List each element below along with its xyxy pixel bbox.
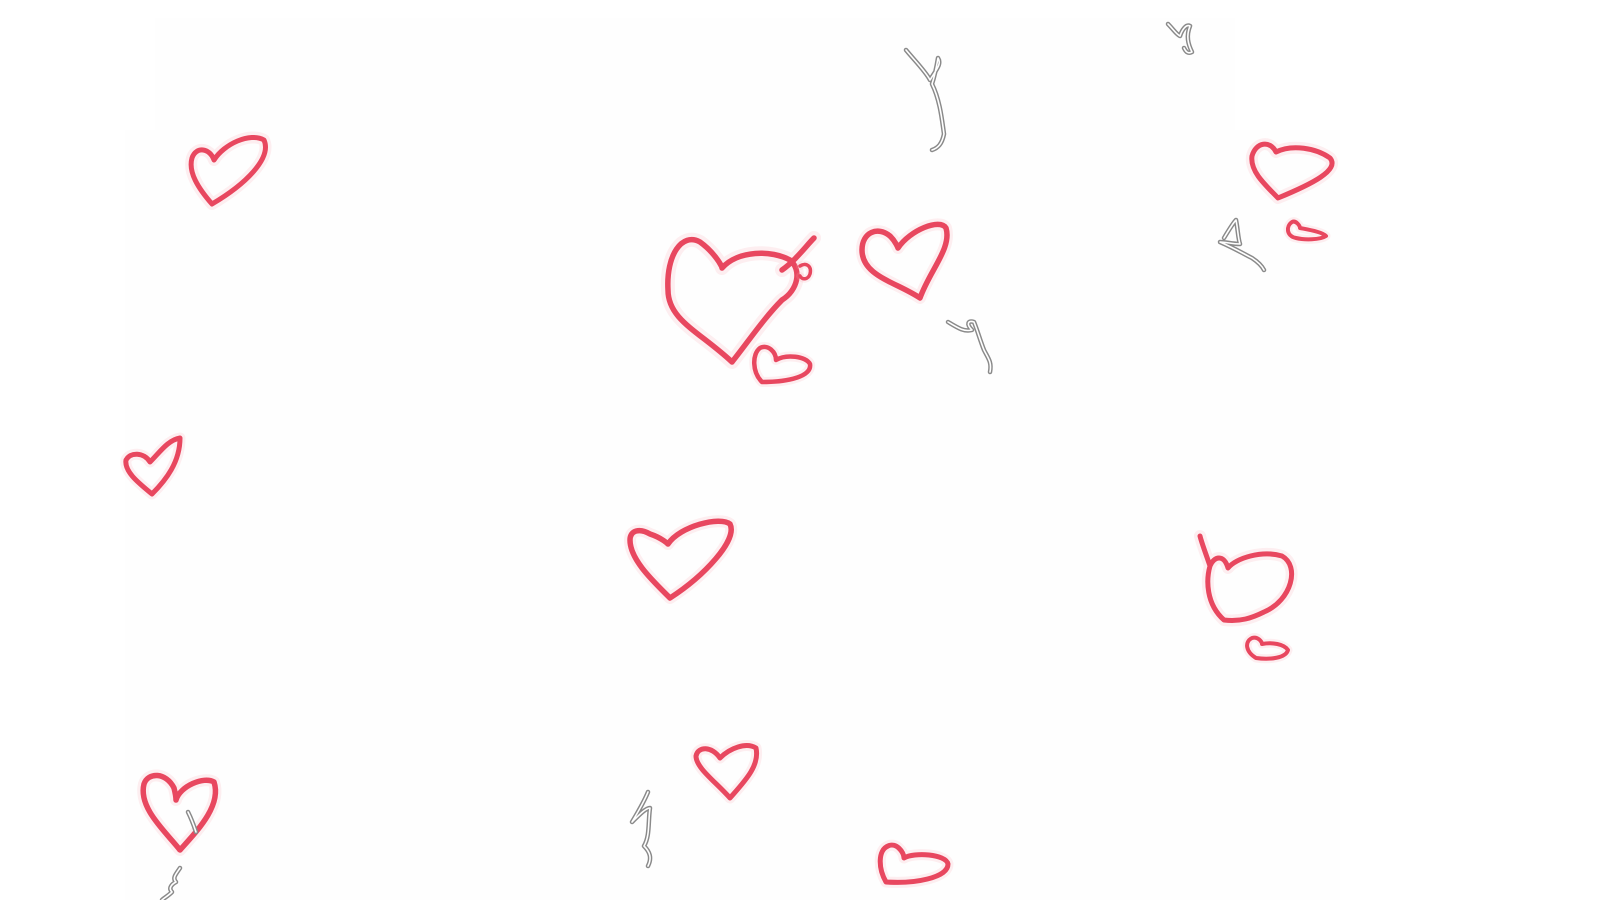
heart-icon [749,342,815,387]
hearts-group [120,131,1338,888]
squiggle-icon [945,319,993,375]
squiggle-icon [629,789,653,869]
top-panel [155,18,1235,130]
heart-icon [624,515,738,604]
heart-icon [1245,138,1338,204]
heart-icon [120,432,186,500]
squiggle-icon [1165,21,1195,56]
squiggle-icon [903,47,947,153]
heart-icon [137,769,222,856]
squiggle-icon [159,865,183,900]
squiggle-icon [185,809,199,835]
heart-icon [1283,217,1331,244]
heart-icon [1242,633,1293,664]
heart-icon [185,131,272,210]
heart-icon [856,218,953,304]
heart-icon [1194,530,1298,627]
heart-icon [874,839,954,888]
heart-icon [796,260,815,283]
squiggles-group [159,21,1267,900]
heart-icon [690,740,763,804]
heart-icon [660,231,821,369]
squiggle-icon [1217,217,1267,273]
